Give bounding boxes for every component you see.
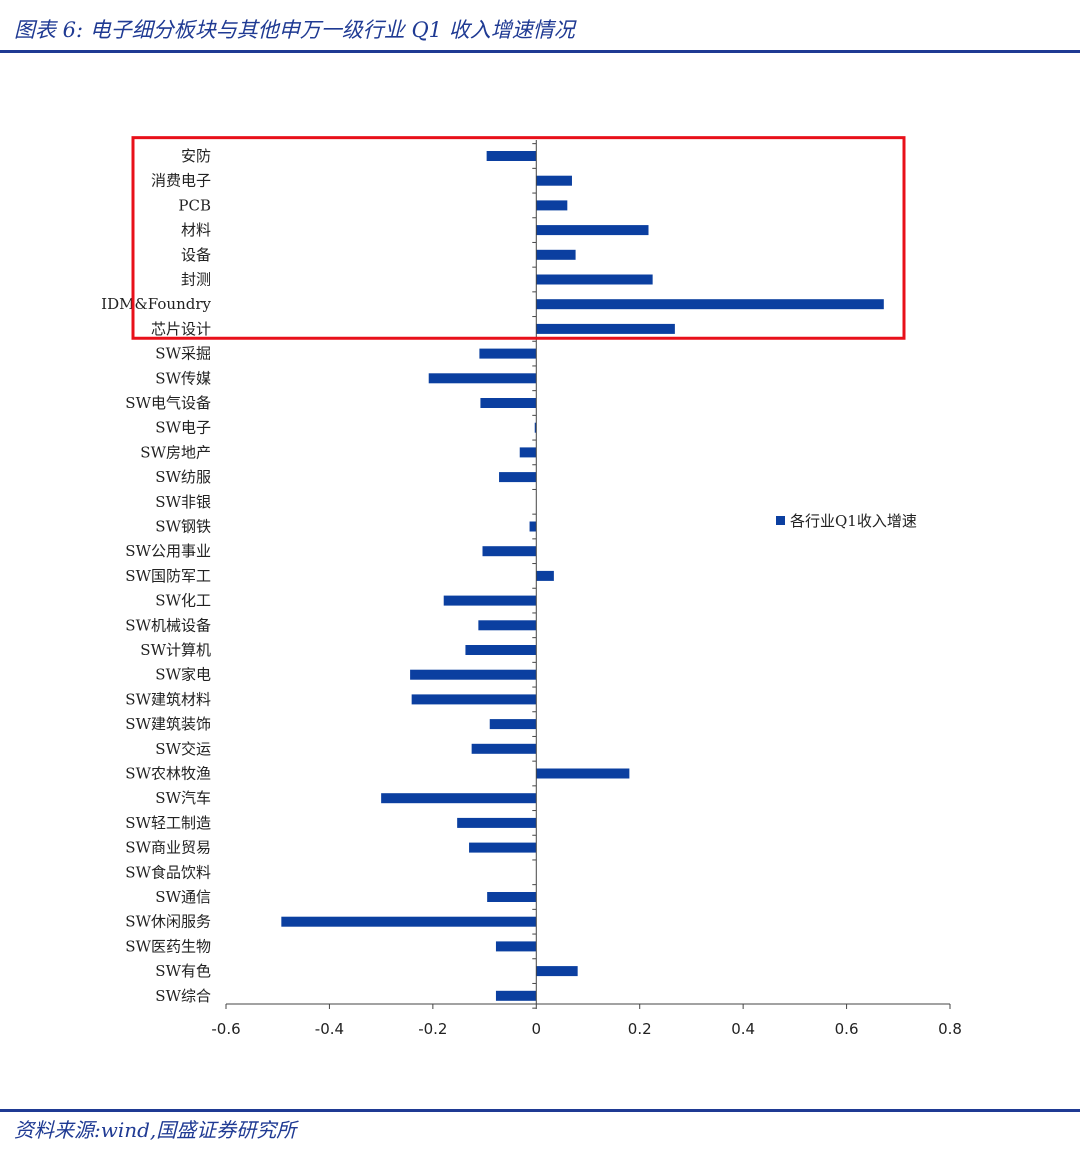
bar xyxy=(536,175,572,186)
category-label: SW医药生物 xyxy=(125,937,211,955)
bar xyxy=(281,916,537,927)
category-label: SW家电 xyxy=(155,666,211,684)
category-label: SW交运 xyxy=(155,740,211,758)
category-label: SW传媒 xyxy=(155,369,211,387)
category-label: SW汽车 xyxy=(155,789,211,807)
category-label: PCB xyxy=(178,196,211,214)
category-label: SW通信 xyxy=(155,888,211,906)
category-label: SW轻工制造 xyxy=(125,814,211,832)
x-tick-label: -0.6 xyxy=(211,1020,240,1038)
category-label: SW商业贸易 xyxy=(125,839,211,857)
category-label: SW电气设备 xyxy=(125,394,211,412)
category-label: SW电子 xyxy=(155,419,211,437)
category-label: 设备 xyxy=(181,246,211,264)
highlight-box xyxy=(131,136,906,340)
category-label: SW食品饮料 xyxy=(125,863,211,881)
bar xyxy=(457,817,537,828)
category-label: SW计算机 xyxy=(140,641,211,659)
x-tick-label: 0.4 xyxy=(731,1020,755,1038)
category-label: 材料 xyxy=(181,221,211,239)
legend: 各行业Q1收入增速 xyxy=(776,512,917,530)
bar xyxy=(482,546,537,557)
category-label: SW采掘 xyxy=(155,345,211,363)
x-tick-label: -0.2 xyxy=(418,1020,447,1038)
bar xyxy=(486,151,537,161)
category-label: SW公用事业 xyxy=(125,542,211,560)
bar xyxy=(411,694,537,705)
bar xyxy=(479,348,537,359)
bar xyxy=(534,422,537,433)
bar xyxy=(443,595,537,606)
category-label: SW综合 xyxy=(155,987,211,1005)
x-tick-label: -0.4 xyxy=(315,1020,344,1038)
bar xyxy=(529,521,537,532)
bar xyxy=(469,842,537,853)
category-label: SW化工 xyxy=(155,592,211,610)
bar xyxy=(536,570,554,581)
category-label: SW钢铁 xyxy=(155,518,211,536)
category-label: IDM&Foundry xyxy=(101,295,211,313)
bar xyxy=(410,669,537,680)
bars-layer xyxy=(281,151,884,1001)
category-label: SW建筑材料 xyxy=(125,690,211,708)
bar xyxy=(499,472,537,483)
category-label: SW非银 xyxy=(155,493,211,511)
bar xyxy=(536,966,578,977)
bar xyxy=(471,743,537,754)
x-tick-label: 0.2 xyxy=(628,1020,652,1038)
x-tick-label: 0 xyxy=(532,1020,542,1038)
category-label: 芯片设计 xyxy=(151,320,211,338)
axes: -0.6 -0.4 -0.2 0 0.2 0.4 0.6 0.8 xyxy=(211,140,962,1038)
legend-swatch xyxy=(776,516,785,525)
figure-title: 图表 6: 电子细分板块与其他申万一级行业 Q1 收入增速情况 xyxy=(14,18,575,42)
category-label: 封测 xyxy=(181,271,211,289)
category-label: SW建筑装饰 xyxy=(125,715,211,733)
bar xyxy=(536,323,675,334)
bar xyxy=(536,225,649,236)
bar xyxy=(536,274,653,285)
header-rule xyxy=(0,50,1080,53)
bar xyxy=(487,892,537,902)
bar xyxy=(495,990,537,1001)
bar xyxy=(428,373,537,384)
bar xyxy=(381,793,537,804)
category-label: SW房地产 xyxy=(140,443,211,461)
category-label: SW机械设备 xyxy=(125,616,211,634)
bar xyxy=(536,299,884,310)
bar xyxy=(495,941,537,952)
bar xyxy=(489,719,537,730)
footer-rule xyxy=(0,1109,1080,1112)
x-tick-label: 0.6 xyxy=(835,1020,859,1038)
bar xyxy=(536,768,630,779)
category-label: SW有色 xyxy=(155,962,211,980)
x-tick-label: 0.8 xyxy=(938,1020,962,1038)
category-label: 消费电子 xyxy=(151,172,211,190)
bar xyxy=(465,645,537,655)
category-label: 安防 xyxy=(181,147,211,165)
category-label: SW休闲服务 xyxy=(125,913,211,931)
bar xyxy=(519,447,537,458)
bar xyxy=(536,200,568,211)
bar xyxy=(478,620,537,631)
source-note: 资料来源:wind,国盛证券研究所 xyxy=(14,1118,297,1142)
bar xyxy=(480,398,537,408)
bar xyxy=(536,249,576,260)
category-label: SW纺服 xyxy=(155,468,211,486)
legend-label: 各行业Q1收入增速 xyxy=(790,512,917,530)
category-label: SW国防军工 xyxy=(125,567,211,585)
category-label: SW农林牧渔 xyxy=(125,765,211,783)
